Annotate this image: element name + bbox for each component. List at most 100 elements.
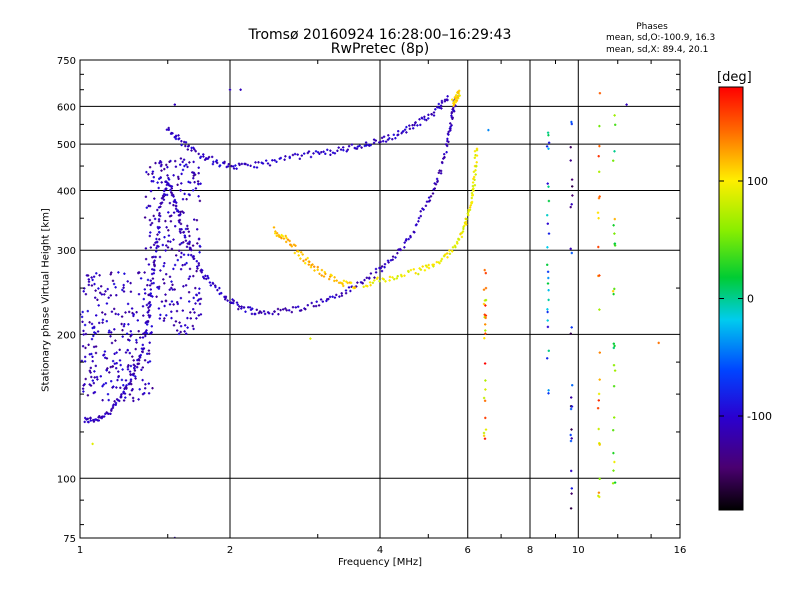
data-point [208, 281, 212, 284]
data-point [147, 263, 151, 266]
data-point [202, 153, 205, 156]
data-point [453, 99, 456, 102]
data-point [91, 360, 94, 363]
data-point [167, 182, 170, 185]
data-point [179, 255, 183, 259]
data-point [205, 277, 208, 281]
data-point [138, 356, 142, 359]
data-point [82, 390, 85, 393]
data-point [151, 387, 154, 390]
data-point [403, 241, 406, 244]
chart-title-line1: Tromsø 20160924 16:28:00–16:29:43 [248, 27, 512, 43]
data-point [268, 164, 272, 167]
data-point [326, 148, 329, 152]
data-point [199, 313, 203, 316]
data-point [419, 123, 422, 127]
data-point [625, 103, 628, 106]
data-point [299, 257, 302, 260]
data-point [114, 339, 117, 342]
data-point [255, 166, 259, 169]
data-point [597, 245, 600, 249]
data-point [81, 387, 85, 390]
data-point [324, 152, 327, 156]
data-point [468, 206, 472, 209]
data-point [306, 256, 309, 260]
data-point [168, 288, 171, 291]
data-point [457, 237, 460, 241]
data-point [547, 232, 551, 235]
data-point [108, 329, 111, 332]
data-point [188, 181, 192, 184]
data-point [257, 161, 260, 164]
data-point [267, 312, 271, 315]
data-point [162, 264, 165, 268]
data-point [122, 283, 125, 287]
data-point [393, 278, 396, 281]
data-point [283, 158, 286, 161]
data-point [97, 287, 100, 290]
data-point [174, 137, 178, 141]
data-point [347, 286, 351, 289]
data-point [97, 304, 100, 307]
data-point [346, 148, 349, 151]
data-point [383, 266, 386, 269]
data-point [215, 159, 218, 162]
data-point [192, 296, 195, 300]
data-point [156, 225, 160, 229]
data-point [195, 228, 199, 231]
data-point [613, 344, 616, 348]
data-point [569, 332, 572, 335]
data-point [433, 187, 436, 190]
data-point [130, 307, 134, 310]
data-point [183, 192, 186, 196]
data-point [288, 309, 291, 312]
data-point [186, 148, 190, 151]
data-point [459, 232, 462, 236]
data-point [90, 337, 94, 341]
data-point [92, 334, 95, 338]
data-point [185, 197, 188, 201]
data-point [151, 295, 154, 298]
data-point [570, 428, 573, 431]
data-point [89, 419, 93, 422]
data-point [258, 310, 262, 313]
data-point [373, 276, 376, 279]
data-point [228, 88, 232, 91]
data-point [174, 320, 178, 323]
data-point [184, 141, 188, 144]
data-point [473, 156, 476, 160]
data-point [246, 163, 250, 167]
data-point [194, 302, 197, 305]
data-point [171, 283, 174, 286]
data-point [482, 434, 486, 437]
data-point [320, 274, 323, 277]
data-point [101, 399, 104, 402]
data-point [425, 118, 428, 122]
data-point [110, 271, 113, 274]
data-point [423, 118, 426, 121]
y-tick-label: 600 [57, 102, 76, 113]
data-point [463, 224, 466, 228]
data-point [349, 281, 353, 284]
data-point [612, 469, 615, 472]
data-point [368, 281, 372, 284]
data-point [482, 396, 486, 400]
data-point [86, 309, 90, 313]
data-point [447, 140, 450, 144]
data-point [192, 176, 195, 180]
data-point [291, 153, 295, 157]
data-point [91, 379, 95, 382]
data-point [191, 324, 195, 328]
data-point [546, 325, 550, 329]
data-point [137, 271, 140, 275]
data-point [322, 275, 326, 278]
data-point [278, 235, 282, 239]
data-point [194, 286, 197, 290]
data-point [487, 128, 490, 132]
data-point [598, 124, 601, 128]
data-point [242, 306, 246, 309]
data-point [612, 292, 615, 296]
data-point [195, 293, 198, 296]
data-point [159, 313, 162, 317]
data-point [355, 147, 359, 150]
